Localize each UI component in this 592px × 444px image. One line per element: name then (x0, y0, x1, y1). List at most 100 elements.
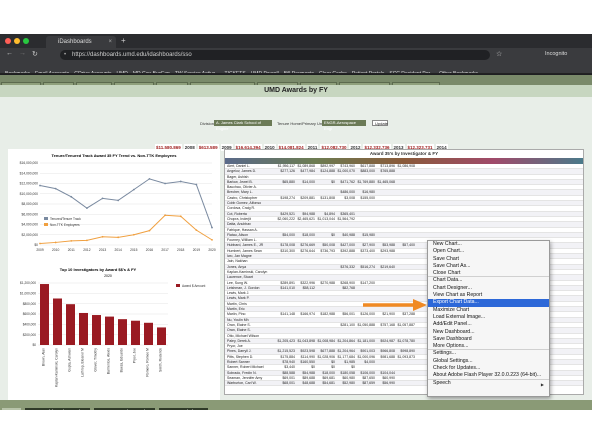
menu-item[interactable]: New Dashboard... (433, 328, 475, 335)
taskbar-button[interactable]: UMD Dashboard Launcher (25, 408, 90, 410)
menu-item[interactable]: New Chart... (433, 241, 462, 247)
table-row[interactable]: Hubbard, James E., JR $178,008 $276,669 $50… (225, 243, 583, 249)
minimize-window-button[interactable] (14, 38, 20, 44)
bar[interactable] (105, 316, 114, 345)
bar[interactable] (53, 298, 62, 346)
table-row[interactable]: Pines, Darryll J. $1,215,523 $923,598 $677,… (225, 349, 583, 355)
close-icon[interactable]: × (108, 39, 112, 45)
table-row[interactable]: Otto, Michael Wilson (225, 334, 583, 339)
tenure-select[interactable]: ENGR-Aerospace Engi (322, 120, 366, 131)
dashboard-tab[interactable]: ENGR: Dev-DK (75, 82, 112, 85)
bar[interactable] (92, 315, 101, 345)
star-icon[interactable]: ☆ (496, 51, 503, 58)
bookmark-item[interactable]: UMD (116, 71, 128, 74)
menu-item[interactable]: Load External Image... (433, 313, 486, 320)
table-row[interactable]: Laurence, Stuart (225, 275, 583, 281)
bar[interactable] (144, 322, 153, 345)
taskbar-button[interactable]: UMD Awards by FY (159, 408, 209, 410)
bookmark-item[interactable]: Bookmarks (5, 71, 31, 74)
table-row[interactable]: Brecher, Mary L. $486,000 $16,980 (225, 190, 583, 196)
bookmark-item[interactable]: Email Accounts (35, 71, 70, 74)
dashboard-tab[interactable]: ENGR: IDR Dashboards (339, 82, 391, 85)
table-row[interactable]: Bauchau, Olivier A. (225, 185, 583, 191)
bookmark-item[interactable]: GDrive Accounts (74, 71, 112, 74)
maximize-window-button[interactable] (23, 38, 29, 44)
bookmark-item[interactable]: TICKETS (224, 71, 246, 74)
table-row[interactable]: Cot, Roberta $429,521 $94,988 $4,894 $365,40… (225, 211, 583, 217)
dashboard-tab[interactable]: ADMR: Extension (1, 82, 41, 85)
table-row[interactable]: Robert Sanner $78,940 $160,550 $0 $1,985 $4,0… (225, 359, 583, 366)
dashboard-tab[interactable]: Fringe PI/A Group (113, 82, 154, 85)
dashboard-tab[interactable]: ENGR: Department Dashboards (190, 82, 256, 85)
back-icon[interactable]: ← (6, 50, 13, 57)
dashboard-tab[interactable]: ENGR: Dev-Lab (300, 82, 338, 85)
menu-item[interactable]: More Options... (428, 343, 549, 351)
table-row[interactable]: Flatau, Alison $54,000 $18,000 $0 $40,988 $15… (225, 232, 583, 239)
bar[interactable] (118, 319, 127, 345)
menu-item[interactable]: Chart Designer... (433, 284, 472, 291)
menu-item[interactable]: Save Chart As... (433, 262, 471, 269)
menu-item[interactable]: Export Chart Data... (428, 299, 549, 307)
table-row[interactable]: Warburton, Carl W. $68,001 $48,688 $54,681 $… (225, 381, 583, 387)
menu-item[interactable]: View Chart as Report (433, 292, 483, 299)
table-row[interactable]: Jones, Anya $376,332 $516,274 $219,640 (225, 264, 583, 270)
table-row[interactable]: Nu, Youlin Mh (225, 317, 583, 323)
menu-item[interactable]: About Adobe Flash Player 32.0.0.223 (64-… (428, 372, 549, 380)
table-row[interactable]: Paley, Derek A. $1,205,423 $1,043,898 $1,00… (225, 338, 583, 345)
table-row[interactable]: Chopra, Inderjit $2,060,222 $2,465,621 $1,0… (225, 217, 583, 223)
bookmark-item[interactable]: Bill Payments (283, 71, 315, 74)
forward-icon[interactable]: → (19, 50, 26, 57)
table-row[interactable]: Kaplan-Kaminski, Carolyn (225, 270, 583, 276)
bar[interactable] (131, 320, 140, 345)
table-row[interactable]: Seaman, Jennifer Amy $69,001 $89,688 $69,68… (225, 376, 583, 382)
bookmark-item[interactable]: MD Gov BusExp (132, 71, 170, 74)
menu-item[interactable]: Maximize Chart (433, 306, 470, 313)
table-row[interactable]: Alert, Daniel L. $1,956,117 $1,089,868 $892… (225, 164, 583, 170)
menu-item[interactable]: Close Chart (428, 270, 549, 278)
menu-item[interactable]: Global Settings... (433, 357, 473, 364)
trend-chart[interactable]: Tenure/Tenured Track Award 35 FY Trend v… (8, 149, 220, 265)
table-row[interactable]: Oran, Elaine S. $281,100 $1,050,888 $757,16… (225, 323, 583, 329)
table-row[interactable]: Pryor, Joe (225, 344, 583, 350)
table-row[interactable]: Lewis, Mark J. (225, 291, 583, 297)
table-row[interactable]: Leishman, J. Gordon $141,010 $58,112 $82,76… (225, 285, 583, 292)
table-row[interactable]: Fourney, William L. (225, 238, 583, 244)
bookmark-item[interactable]: Other Bookmarks (439, 71, 479, 74)
table-row[interactable]: Angelov, James D. $277,126 $477,984 $124,88… (225, 169, 583, 175)
table-row[interactable]: Jain, Nakhan (225, 259, 583, 265)
dashboard-tab[interactable]: Visibility Plots (155, 82, 189, 85)
bookmark-item[interactable]: Patient Portals (351, 71, 385, 74)
bookmark-item[interactable]: TW Service Activa... (174, 71, 220, 74)
filter-value[interactable]: 2020 (104, 274, 112, 278)
incognito-label[interactable]: Incognito (545, 51, 568, 57)
browser-tab[interactable]: iDashboards × (46, 36, 116, 48)
taskbar-button[interactable]: Menu (2, 408, 22, 410)
dashboard-tab[interactable]: ENGR: Dean (42, 82, 74, 85)
table-row[interactable]: Cordova, Craig R. (225, 206, 583, 212)
table-row[interactable]: Lee, Sung W. $289,891 $322,996 $270,988 $268… (225, 281, 583, 286)
table-row[interactable]: Iwo, Jan Magne (225, 254, 583, 260)
update-button[interactable]: Update (372, 120, 388, 126)
dashboard-tab[interactable]: SVPAAP: Dashboards (392, 82, 440, 85)
top-investigators-chart[interactable]: Top 10 Investigators by Award $$'s & FY 2… (8, 265, 220, 403)
bar[interactable] (66, 304, 75, 345)
bar[interactable] (40, 284, 49, 345)
bookmark-item[interactable]: SCC Resident Por... (389, 71, 435, 74)
menu-item[interactable]: Save Dashboard (433, 335, 472, 342)
menu-item[interactable]: Open Chart... (433, 248, 465, 255)
table-row[interactable]: Pitts, Stephen D. $175,884 $114,990 $1,028,… (225, 355, 583, 360)
menu-item[interactable]: Save Chart (433, 255, 459, 262)
menu-item[interactable]: Add/Edit Panel... (433, 321, 472, 328)
close-window-button[interactable] (5, 38, 11, 44)
dashboard-tab[interactable]: AGNR-ENGR Dev (257, 82, 299, 85)
table-row[interactable]: Oran, Elaine S. (225, 328, 583, 334)
table-row[interactable]: Sobrado, Fredin N. $88,588 $54,988 $18,000 $… (225, 370, 583, 376)
menu-item[interactable]: Speech (433, 379, 451, 386)
new-tab-button[interactable]: + (121, 36, 126, 45)
bar[interactable] (157, 327, 166, 345)
url-input[interactable]: • https://dashboards.umd.edu/idashboards… (60, 50, 490, 60)
taskbar-button[interactable]: UMD Research Launcher (93, 408, 156, 410)
bookmark-item[interactable]: Clear Cache (319, 71, 347, 74)
table-row[interactable]: Lewis, Mark P. (225, 296, 583, 302)
table-row[interactable]: Fatrique, Hassan A. (225, 228, 583, 233)
